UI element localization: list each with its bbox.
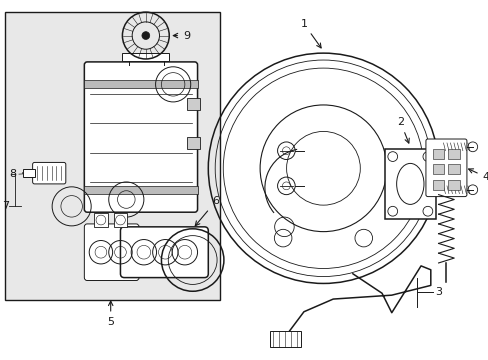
Text: 3: 3 — [434, 287, 441, 297]
FancyBboxPatch shape — [33, 162, 66, 184]
Bar — [122, 53, 169, 61]
Bar — [23, 169, 35, 177]
Bar — [84, 80, 197, 88]
Text: 7: 7 — [2, 201, 9, 211]
Bar — [84, 186, 197, 194]
Circle shape — [142, 32, 149, 40]
Bar — [384, 149, 435, 219]
Bar — [447, 149, 459, 158]
FancyBboxPatch shape — [120, 227, 208, 278]
Bar — [5, 12, 220, 300]
Bar — [113, 213, 127, 227]
Text: 4: 4 — [468, 169, 488, 182]
Text: 1: 1 — [300, 19, 321, 48]
Text: 8: 8 — [10, 169, 17, 179]
Bar — [447, 165, 459, 174]
Bar — [432, 180, 444, 190]
Bar — [447, 180, 459, 190]
Bar — [432, 149, 444, 158]
Text: 2: 2 — [396, 117, 408, 143]
Bar — [269, 331, 301, 347]
Text: 6: 6 — [195, 196, 219, 226]
FancyBboxPatch shape — [84, 224, 139, 280]
FancyBboxPatch shape — [84, 62, 197, 212]
Bar — [94, 213, 107, 227]
Bar — [432, 165, 444, 174]
Bar — [186, 137, 200, 149]
Bar — [186, 98, 200, 110]
Text: 5: 5 — [107, 301, 114, 327]
FancyBboxPatch shape — [425, 139, 466, 197]
Text: 9: 9 — [173, 31, 190, 41]
